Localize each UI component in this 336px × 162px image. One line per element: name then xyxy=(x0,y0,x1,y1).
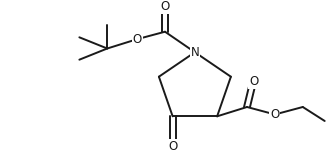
Text: O: O xyxy=(168,140,177,153)
Text: O: O xyxy=(160,0,170,13)
Text: O: O xyxy=(249,75,259,88)
Text: O: O xyxy=(270,108,280,121)
Text: N: N xyxy=(191,46,199,59)
Text: O: O xyxy=(132,33,142,46)
